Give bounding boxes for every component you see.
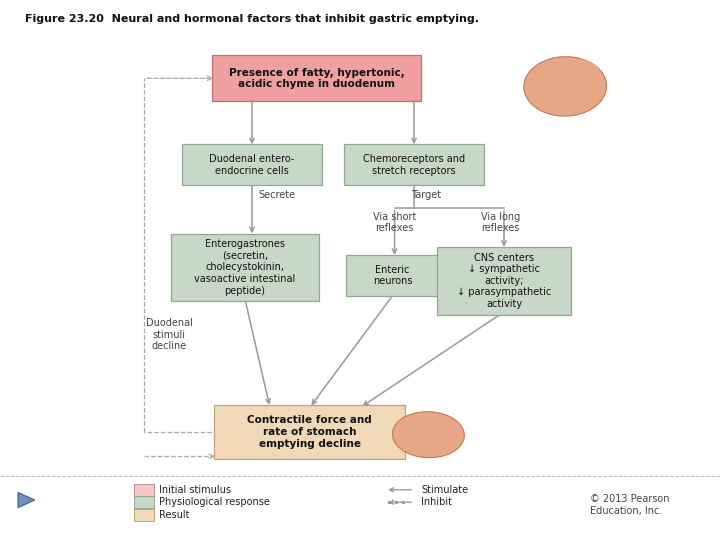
FancyBboxPatch shape	[215, 405, 405, 459]
Text: Presence of fatty, hypertonic,
acidic chyme in duodenum: Presence of fatty, hypertonic, acidic ch…	[229, 68, 405, 89]
FancyBboxPatch shape	[171, 233, 319, 301]
Text: Chemoreceptors and
stretch receptors: Chemoreceptors and stretch receptors	[363, 154, 465, 176]
FancyBboxPatch shape	[346, 255, 439, 296]
Text: Secrete: Secrete	[258, 191, 296, 200]
Text: Duodenal
stimuli
decline: Duodenal stimuli decline	[145, 318, 193, 352]
Text: Stimulate: Stimulate	[421, 485, 468, 495]
Text: Initial stimulus: Initial stimulus	[159, 485, 231, 495]
Ellipse shape	[524, 57, 606, 116]
Text: Contractile force and
rate of stomach
emptying decline: Contractile force and rate of stomach em…	[247, 415, 372, 449]
Text: Via short
reflexes: Via short reflexes	[373, 212, 416, 233]
Text: Inhibit: Inhibit	[421, 497, 452, 507]
FancyBboxPatch shape	[181, 145, 323, 185]
Text: Enteric
neurons: Enteric neurons	[373, 265, 412, 286]
FancyBboxPatch shape	[134, 509, 154, 521]
Text: Result: Result	[159, 510, 189, 519]
Ellipse shape	[557, 59, 600, 86]
FancyBboxPatch shape	[344, 145, 484, 185]
Text: Duodenal entero-
endocrine cells: Duodenal entero- endocrine cells	[210, 154, 294, 176]
Text: Target: Target	[411, 191, 441, 200]
FancyBboxPatch shape	[438, 247, 571, 314]
FancyBboxPatch shape	[212, 56, 421, 102]
Text: Figure 23.20  Neural and hormonal factors that inhibit gastric emptying.: Figure 23.20 Neural and hormonal factors…	[25, 14, 480, 24]
Text: Enterogastrones
(secretin,
cholecystokinin,
vasoactive intestinal
peptide): Enterogastrones (secretin, cholecystokin…	[194, 239, 295, 295]
Text: © 2013 Pearson
Education, Inc.: © 2013 Pearson Education, Inc.	[590, 494, 670, 516]
Ellipse shape	[392, 411, 464, 458]
Text: Via long
reflexes: Via long reflexes	[481, 212, 520, 233]
Polygon shape	[18, 492, 35, 508]
FancyBboxPatch shape	[134, 496, 154, 508]
FancyBboxPatch shape	[134, 484, 154, 496]
Text: CNS centers
↓ sympathetic
activity;
↓ parasympathetic
activity: CNS centers ↓ sympathetic activity; ↓ pa…	[457, 253, 551, 309]
Text: Physiological response: Physiological response	[159, 497, 269, 507]
